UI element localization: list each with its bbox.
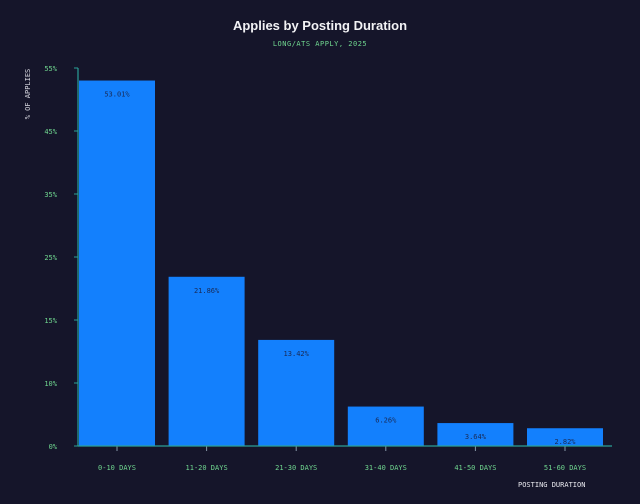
y-tick-label: 15% bbox=[44, 317, 57, 325]
data-label: 3.64% bbox=[465, 433, 487, 441]
data-label: 53.01% bbox=[104, 91, 130, 99]
y-tick-label: 10% bbox=[44, 380, 57, 388]
chart-subtitle: LONG/ATS APPLY, 2025 bbox=[272, 40, 368, 48]
y-tick-label: 45% bbox=[44, 128, 57, 136]
y-tick-label: 55% bbox=[44, 65, 57, 73]
data-label: 2.82% bbox=[554, 438, 576, 446]
x-tick-label: 0-10 DAYS bbox=[98, 464, 136, 472]
x-tick-label: 51-60 DAYS bbox=[544, 464, 586, 472]
data-label: 6.26% bbox=[375, 417, 397, 425]
data-label: 13.42% bbox=[284, 350, 310, 358]
x-tick-label: 21-30 DAYS bbox=[275, 464, 317, 472]
x-tick-label: 11-20 DAYS bbox=[186, 464, 228, 472]
bar bbox=[437, 423, 514, 446]
x-axis-label: POSTING DURATION bbox=[518, 481, 586, 489]
x-tick-label: 31-40 DAYS bbox=[365, 464, 407, 472]
bar bbox=[168, 276, 245, 446]
x-tick-label: 41-50 DAYS bbox=[454, 464, 496, 472]
bar bbox=[258, 339, 335, 446]
bar bbox=[527, 428, 603, 446]
y-tick-label: 0% bbox=[49, 443, 58, 451]
data-label: 21.86% bbox=[194, 287, 220, 295]
bar bbox=[79, 80, 155, 447]
y-tick-label: 35% bbox=[44, 191, 57, 199]
bar bbox=[347, 406, 424, 446]
y-tick-label: 25% bbox=[44, 254, 57, 262]
chart-title: Applies by Posting Duration bbox=[232, 18, 408, 33]
